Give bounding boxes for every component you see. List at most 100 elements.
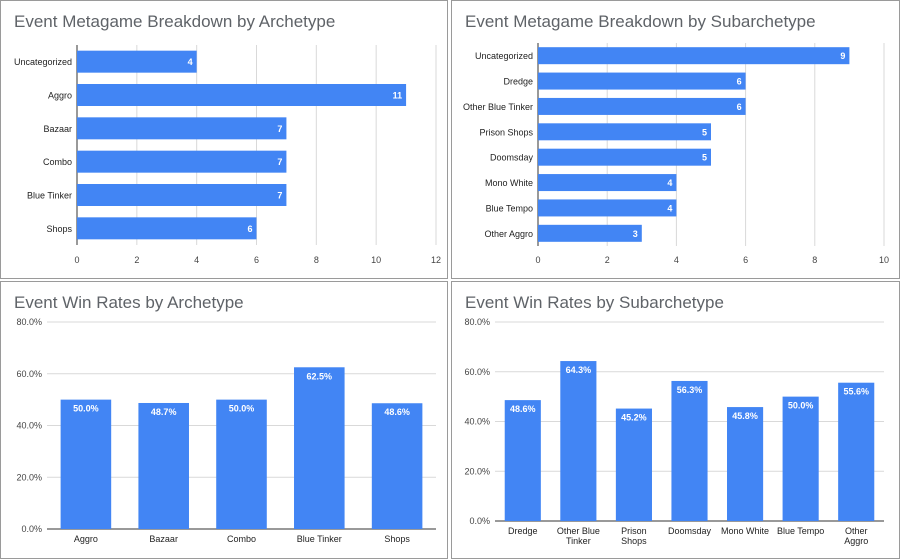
y-tick-label: 60.0% [16, 369, 42, 379]
y-tick-label: 0.0% [469, 516, 490, 526]
category-label: Prison [621, 526, 647, 536]
data-label: 7 [277, 157, 282, 167]
data-label: 56.3% [677, 385, 703, 395]
category-label: Tinker [566, 536, 591, 546]
data-label: 50.0% [788, 401, 814, 411]
x-tick-label: 10 [879, 255, 889, 265]
x-tick-label: 8 [314, 255, 319, 265]
bar [538, 47, 850, 65]
x-tick-label: 6 [254, 255, 259, 265]
data-label: 64.3% [566, 365, 592, 375]
bar [77, 117, 287, 140]
data-label: 7 [277, 124, 282, 134]
y-tick-label: 40.0% [16, 421, 42, 431]
bar [504, 400, 541, 521]
category-label: Mono White [721, 526, 769, 536]
chart-panel-archetype-winrates: Event Win Rates by Archetype 0.0% 20.0% 40… [0, 281, 448, 559]
data-label: 5 [702, 153, 707, 163]
category-label: Other Blue Tinker [463, 102, 533, 112]
x-tick-label: 0 [74, 255, 79, 265]
category-label: Blue Tinker [27, 191, 72, 201]
category-label: Doomsday [490, 153, 534, 163]
bar [216, 399, 267, 529]
bar-chart: 0.0% 20.0% 40.0% 60.0% 80.0% 50.0% Aggro 48.7% B… [16, 317, 436, 544]
category-label: Aggro [844, 536, 868, 546]
bar [782, 396, 819, 521]
category-label: Aggro [74, 534, 98, 544]
data-label: 3 [633, 229, 638, 239]
bar [294, 367, 345, 529]
data-label: 48.7% [151, 407, 177, 417]
data-label: 4 [188, 57, 193, 67]
data-label: 62.5% [307, 371, 333, 381]
bar [77, 150, 287, 173]
category-label: Other Aggro [484, 229, 533, 239]
x-tick-label: 2 [134, 255, 139, 265]
category-label: Blue Tinker [297, 534, 342, 544]
category-label: Shops [46, 224, 72, 234]
bar [77, 217, 257, 240]
bar [727, 407, 764, 521]
data-label: 48.6% [510, 404, 536, 414]
bar-chart: 0 2 4 6 8 10 12 Uncategorized 4 Aggro 11 Bazaar 7 Com… [14, 45, 441, 265]
data-label: 45.8% [732, 411, 758, 421]
y-tick-label: 40.0% [464, 417, 490, 427]
x-tick-label: 2 [605, 255, 610, 265]
chart-title: Event Win Rates by Subarchetype [465, 293, 724, 312]
y-tick-label: 20.0% [16, 472, 42, 482]
bar [538, 174, 677, 192]
x-tick-label: 8 [812, 255, 817, 265]
data-label: 50.0% [229, 404, 255, 414]
data-label: 9 [840, 51, 845, 61]
category-label: Bazaar [149, 534, 178, 544]
bar [77, 84, 407, 106]
category-label: Dredge [503, 77, 533, 87]
chart-panel-archetype-breakdown: Event Metagame Breakdown by Archetype 0 2… [0, 0, 448, 279]
bar [538, 72, 746, 90]
category-label: Bazaar [43, 124, 72, 134]
data-label: 6 [737, 102, 742, 112]
category-label: Prison Shops [479, 127, 533, 137]
category-label: Uncategorized [475, 51, 533, 61]
category-label: Aggro [48, 91, 72, 101]
bar-chart: 0.0% 20.0% 40.0% 60.0% 80.0% 48.6% Dredge 64.3%… [464, 317, 884, 546]
category-label: Other Blue [557, 526, 600, 536]
x-tick-label: 4 [674, 255, 679, 265]
category-label: Combo [43, 157, 72, 167]
y-tick-label: 60.0% [464, 367, 490, 377]
bar [77, 184, 287, 206]
data-label: 4 [667, 178, 672, 188]
category-label: Shops [384, 534, 410, 544]
bar [538, 199, 677, 217]
category-label: Dredge [508, 526, 538, 536]
bar [138, 402, 189, 529]
bar [538, 123, 711, 141]
bar [838, 382, 875, 521]
category-label: Mono White [485, 178, 533, 188]
chart-title: Event Metagame Breakdown by Subarchetype [465, 12, 816, 31]
bar [538, 224, 642, 242]
x-tick-label: 4 [194, 255, 199, 265]
category-label: Blue Tempo [486, 203, 533, 213]
x-tick-label: 10 [371, 255, 381, 265]
category-label: Blue Tempo [777, 526, 824, 536]
data-label: 50.0% [73, 404, 99, 414]
chart-title: Event Win Rates by Archetype [14, 293, 244, 312]
y-tick-label: 80.0% [16, 317, 42, 327]
data-label: 11 [393, 91, 403, 101]
chart-title: Event Metagame Breakdown by Archetype [14, 12, 336, 31]
data-label: 55.6% [843, 387, 869, 397]
data-label: 4 [667, 203, 672, 213]
x-tick-label: 6 [743, 255, 748, 265]
x-tick-label: 0 [535, 255, 540, 265]
bar-chart: 0 2 4 6 8 10 Uncategorized 9 Dredge 6 Other Blue T… [463, 43, 889, 265]
chart-panel-subarchetype-breakdown: Event Metagame Breakdown by Subarchetype… [451, 0, 900, 279]
bar [60, 399, 112, 529]
x-tick-label: 12 [431, 255, 441, 265]
y-tick-label: 20.0% [464, 466, 490, 476]
category-label: Doomsday [668, 526, 712, 536]
category-label: Uncategorized [14, 57, 72, 67]
bar [538, 148, 711, 166]
bar [671, 380, 708, 521]
bar [538, 97, 746, 115]
